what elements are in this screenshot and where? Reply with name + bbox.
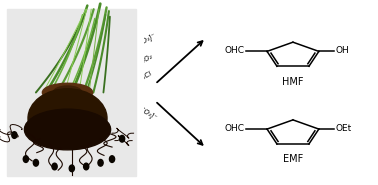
Ellipse shape — [25, 109, 111, 150]
Circle shape — [69, 165, 74, 172]
Circle shape — [119, 135, 125, 142]
Text: OEt: OEt — [335, 124, 351, 133]
Circle shape — [98, 159, 103, 166]
Text: DMA-LiCl: DMA-LiCl — [123, 70, 153, 91]
Text: OHC: OHC — [225, 46, 245, 55]
Text: [DMA]⁺[CH₃SO₃]⁻: [DMA]⁺[CH₃SO₃]⁻ — [102, 32, 158, 68]
Text: OHC: OHC — [225, 124, 245, 133]
Circle shape — [52, 163, 57, 170]
Ellipse shape — [28, 89, 107, 148]
Circle shape — [23, 156, 28, 162]
Text: or HPA-SiO₂: or HPA-SiO₂ — [115, 54, 153, 79]
Circle shape — [84, 163, 89, 170]
Text: OH: OH — [335, 46, 349, 55]
Circle shape — [33, 159, 39, 166]
Ellipse shape — [53, 86, 82, 99]
Text: [DMA]⁺[CH₃SO₃]⁻: [DMA]⁺[CH₃SO₃]⁻ — [102, 85, 158, 122]
Text: HMF: HMF — [282, 77, 304, 87]
Text: EtOH: EtOH — [125, 112, 143, 126]
Circle shape — [110, 156, 115, 162]
Circle shape — [12, 132, 17, 138]
Ellipse shape — [42, 83, 93, 102]
Text: EMF: EMF — [283, 154, 303, 164]
